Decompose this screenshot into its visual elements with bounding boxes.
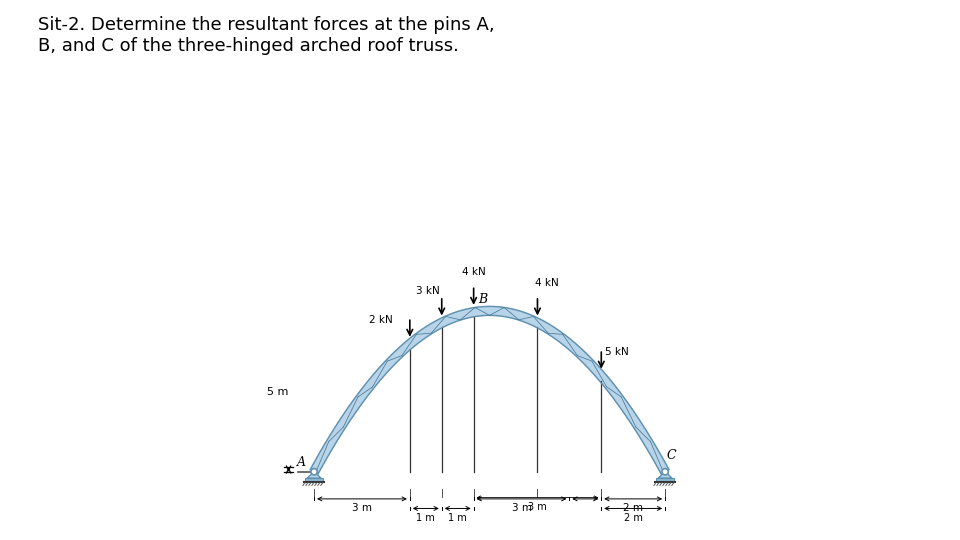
Text: 5 kN: 5 kN (606, 347, 629, 357)
Polygon shape (658, 472, 672, 478)
Text: 4 kN: 4 kN (535, 278, 559, 288)
Text: B: B (478, 293, 488, 306)
Text: 2 m: 2 m (623, 503, 643, 513)
Text: 5 m: 5 m (267, 387, 288, 397)
Bar (657, 478, 674, 482)
Text: 2 m: 2 m (624, 512, 642, 523)
Circle shape (661, 469, 668, 475)
Text: 4 kN: 4 kN (462, 267, 486, 278)
Text: 3 m: 3 m (352, 503, 372, 513)
Polygon shape (310, 306, 669, 474)
Text: A: A (298, 456, 306, 469)
Text: 3 m: 3 m (512, 503, 532, 513)
Text: 3 m: 3 m (528, 502, 547, 512)
Text: C: C (666, 449, 677, 462)
Text: 1 m: 1 m (417, 512, 435, 523)
Bar (305, 478, 323, 482)
Text: Sit-2. Determine the resultant forces at the pins A,
B, and C of the three-hinge: Sit-2. Determine the resultant forces at… (38, 16, 495, 55)
Polygon shape (307, 472, 321, 478)
Text: 3 kN: 3 kN (416, 286, 440, 296)
Circle shape (311, 469, 318, 475)
Text: 2 kN: 2 kN (370, 315, 393, 325)
Text: 1 m: 1 m (448, 512, 468, 523)
